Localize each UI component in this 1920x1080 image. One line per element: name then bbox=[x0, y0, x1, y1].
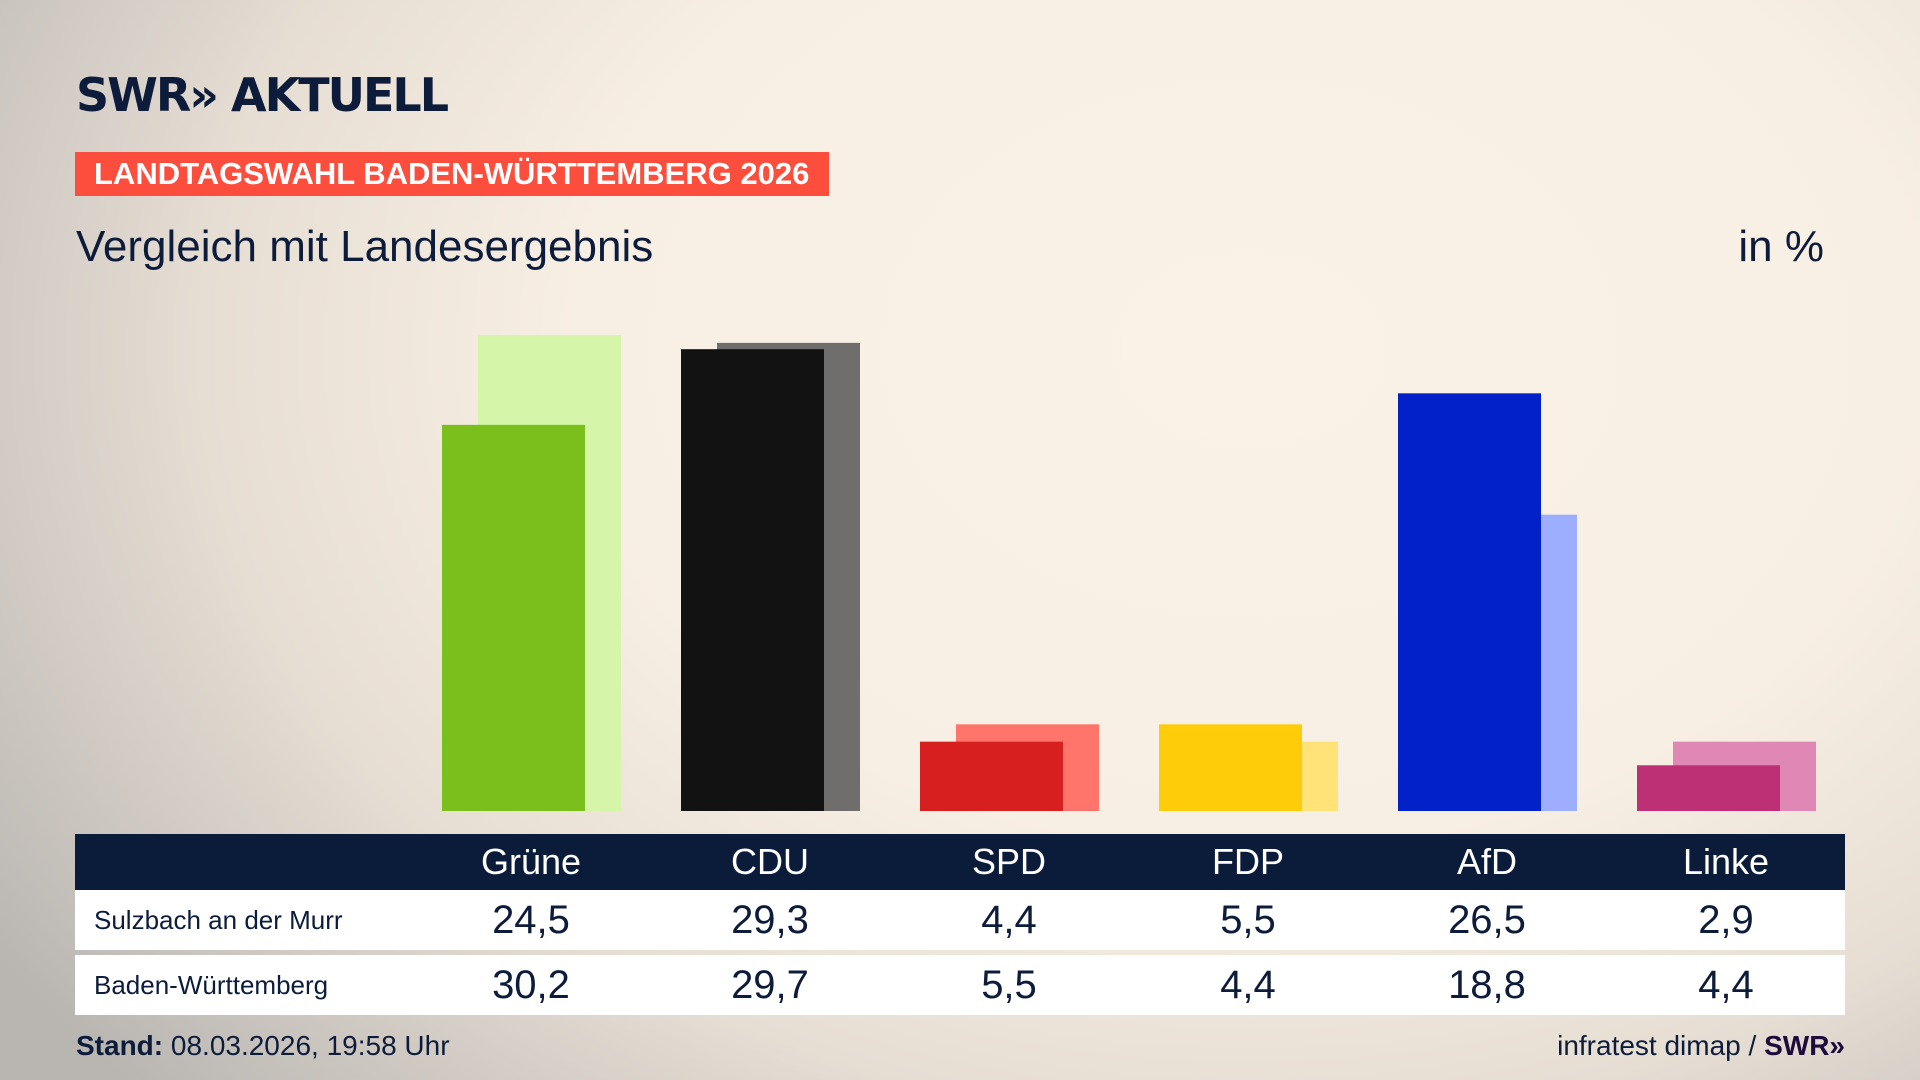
bar-local-cdu bbox=[681, 349, 824, 811]
bar-chart bbox=[442, 335, 1816, 811]
party-header: AfD bbox=[1456, 841, 1517, 882]
value-cell: 4,4 bbox=[981, 898, 1037, 942]
party-header: Grüne bbox=[480, 841, 582, 882]
stand-label: Stand: bbox=[76, 1030, 164, 1061]
value-cell: 24,5 bbox=[492, 898, 570, 942]
value-cell: 29,7 bbox=[731, 963, 809, 1007]
value-cell: 30,2 bbox=[492, 963, 570, 1007]
value-cell: 26,5 bbox=[1448, 898, 1526, 942]
party-header: SPD bbox=[971, 841, 1047, 882]
election-banner: LANDTAGSWAHL BADEN-WÜRTTEMBERG 2026 bbox=[75, 152, 829, 196]
table-row-local: Sulzbach an der Murr 24,5 29,3 4,4 5,5 26,5 2… bbox=[75, 890, 1845, 950]
timestamp: Stand: 08.03.2026, 19:58 Uhr bbox=[76, 1030, 450, 1062]
value-cell: 4,4 bbox=[1220, 963, 1276, 1007]
row-label: Baden-Württemberg bbox=[94, 970, 329, 1000]
bar-local-fdp bbox=[1159, 724, 1302, 811]
stand-value: 08.03.2026, 19:58 Uhr bbox=[163, 1030, 450, 1061]
value-cell: 2,9 bbox=[1698, 898, 1754, 942]
party-header: Linke bbox=[1682, 841, 1770, 882]
source-text: infratest dimap / bbox=[1557, 1030, 1765, 1061]
swr-aktuell-logo: SWR» AKTUELL bbox=[76, 68, 449, 122]
party-header: CDU bbox=[731, 841, 809, 882]
table-header: Grüne CDU SPD FDP AfD Linke bbox=[75, 834, 1845, 890]
swr-logo: SWR» bbox=[1764, 1030, 1845, 1061]
row-label: Sulzbach an der Murr bbox=[94, 905, 343, 935]
table-row-state: Baden-Württemberg 30,2 29,7 5,5 4,4 18,8 4,4 bbox=[75, 955, 1845, 1015]
value-cell: 29,3 bbox=[731, 898, 809, 942]
value-cell: 5,5 bbox=[1220, 898, 1276, 942]
party-header: FDP bbox=[1212, 841, 1284, 882]
source: infratest dimap / SWR» bbox=[1557, 1030, 1845, 1062]
bar-local-linke bbox=[1637, 765, 1780, 811]
bar-local-grüne bbox=[442, 424, 585, 811]
value-cell: 4,4 bbox=[1698, 963, 1754, 1007]
value-cell: 5,5 bbox=[981, 963, 1037, 1007]
chart-subtitle: Vergleich mit Landesergebnis bbox=[76, 222, 654, 271]
bar-local-afd bbox=[1398, 393, 1541, 811]
bar-local-spd bbox=[920, 741, 1063, 811]
value-cell: 18,8 bbox=[1448, 963, 1526, 1007]
unit-label: in % bbox=[1738, 222, 1824, 271]
